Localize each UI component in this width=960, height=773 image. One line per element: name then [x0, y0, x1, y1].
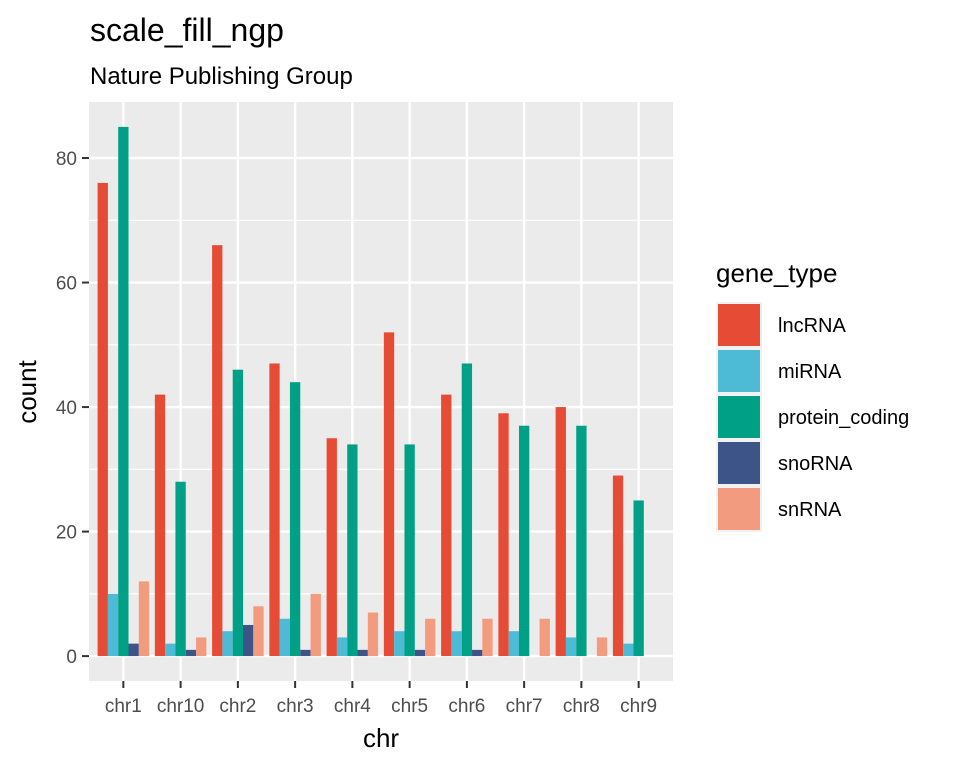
- bar-miRNA-chr7: [508, 631, 519, 657]
- bar-snRNA-chr1: [138, 581, 150, 657]
- bar-lncRNA-chr4: [326, 438, 337, 657]
- legend-swatch-lncRNA: [718, 304, 760, 346]
- x-tick-label-chr5: chr5: [391, 696, 428, 717]
- bar-protein-coding-chr6: [461, 363, 473, 657]
- bar-lncRNA-chr5: [383, 332, 395, 657]
- bar-snRNA-chr5: [425, 618, 436, 657]
- bar-snoRNA-chr5: [414, 649, 426, 657]
- x-tick-label-chr3: chr3: [277, 696, 314, 717]
- chart-title: scale_fill_ngp: [90, 12, 284, 48]
- bar-snRNA-chr7: [539, 618, 550, 657]
- legend-label-snRNA: snRNA: [778, 499, 842, 521]
- bar-lncRNA-chr2: [212, 245, 223, 657]
- y-tick-label: 20: [56, 523, 77, 544]
- bar-protein-coding-chr8: [576, 425, 587, 657]
- bar-protein-coding-chr3: [289, 382, 301, 657]
- bar-snoRNA-chr4: [357, 649, 368, 657]
- legend: gene_type lncRNA miRNA protein_coding snoRN…: [716, 258, 909, 532]
- bar-protein-coding-chr9: [633, 500, 644, 657]
- bar-snRNA-chr6: [482, 618, 493, 657]
- bar-protein-coding-chr4: [347, 444, 358, 657]
- x-axis: chr1 chr10 chr2 chr3 chr4 chr5 chr6 chr7 chr8 chr…: [105, 681, 657, 717]
- legend-label-protein-coding: protein_coding: [778, 407, 909, 429]
- bar-lncRNA-chr9: [612, 475, 624, 657]
- bar-lncRNA-chr10: [154, 394, 166, 657]
- bar-lncRNA-chr8: [555, 407, 566, 657]
- bar-protein-coding-chr10: [175, 481, 186, 657]
- plot-panel: [89, 102, 673, 681]
- bars: [97, 126, 644, 657]
- legend-title: gene_type: [716, 258, 837, 288]
- bar-protein-coding-chr1: [118, 126, 129, 657]
- bar-miRNA-chr4: [336, 637, 348, 657]
- x-tick-label-chr9: chr9: [620, 696, 657, 717]
- bar-protein-coding-chr2: [232, 369, 244, 657]
- x-tick-label-chr7: chr7: [506, 696, 543, 717]
- y-axis: 0 20 40 60 80: [56, 149, 89, 668]
- bar-lncRNA-chr6: [441, 394, 452, 657]
- bar-miRNA-chr6: [451, 631, 462, 657]
- y-tick-label: 0: [66, 647, 77, 668]
- bar-miRNA-chr3: [279, 618, 290, 657]
- bar-snRNA-chr4: [367, 612, 379, 657]
- bar-lncRNA-chr3: [269, 363, 280, 657]
- bar-miRNA-chr1: [107, 593, 119, 657]
- bar-miRNA-chr9: [623, 643, 634, 657]
- bar-miRNA-chr10: [165, 643, 176, 657]
- bar-snRNA-chr2: [253, 606, 264, 657]
- y-tick-label: 40: [56, 398, 77, 419]
- x-tick-label-chr6: chr6: [448, 696, 485, 717]
- legend-entries: lncRNA miRNA protein_coding snoRNA snRNA: [716, 302, 909, 532]
- bar-snoRNA-chr6: [472, 649, 483, 657]
- x-tick-label-chr8: chr8: [563, 696, 600, 717]
- x-tick-label-chr2: chr2: [219, 696, 256, 717]
- minor-gridlines: [89, 219, 673, 595]
- bar-snRNA-chr3: [310, 593, 321, 657]
- legend-label-miRNA: miRNA: [778, 361, 842, 383]
- bar-miRNA-chr8: [565, 637, 577, 657]
- x-tick-label-chr1: chr1: [105, 696, 142, 717]
- bar-lncRNA-chr1: [97, 182, 108, 657]
- y-tick-label: 60: [56, 274, 77, 295]
- bar-snoRNA-chr2: [243, 624, 254, 657]
- bar-snRNA-chr8: [596, 637, 608, 657]
- legend-label-snoRNA: snoRNA: [778, 453, 853, 475]
- legend-swatch-snoRNA: [718, 442, 760, 484]
- bar-snoRNA-chr1: [128, 643, 139, 657]
- legend-swatch-miRNA: [718, 350, 760, 392]
- legend-label-lncRNA: lncRNA: [778, 315, 846, 337]
- bar-miRNA-chr2: [222, 631, 233, 657]
- bar-lncRNA-chr7: [498, 413, 509, 657]
- chart-subtitle: Nature Publishing Group: [90, 63, 353, 90]
- x-tick-label-chr4: chr4: [334, 696, 371, 717]
- legend-swatch-protein-coding: [718, 396, 760, 438]
- y-tick-label: 80: [56, 149, 77, 170]
- x-tick-label-chr10: chr10: [157, 696, 205, 717]
- bar-protein-coding-chr7: [518, 425, 530, 657]
- y-axis-title: count: [12, 359, 42, 423]
- bar-protein-coding-chr5: [404, 444, 415, 657]
- bar-snoRNA-chr3: [300, 649, 311, 657]
- bar-snoRNA-chr10: [185, 649, 197, 657]
- x-axis-title: chr: [363, 723, 399, 753]
- bar-snRNA-chr10: [196, 637, 207, 657]
- legend-swatch-snRNA: [718, 488, 760, 530]
- bar-miRNA-chr5: [394, 631, 405, 657]
